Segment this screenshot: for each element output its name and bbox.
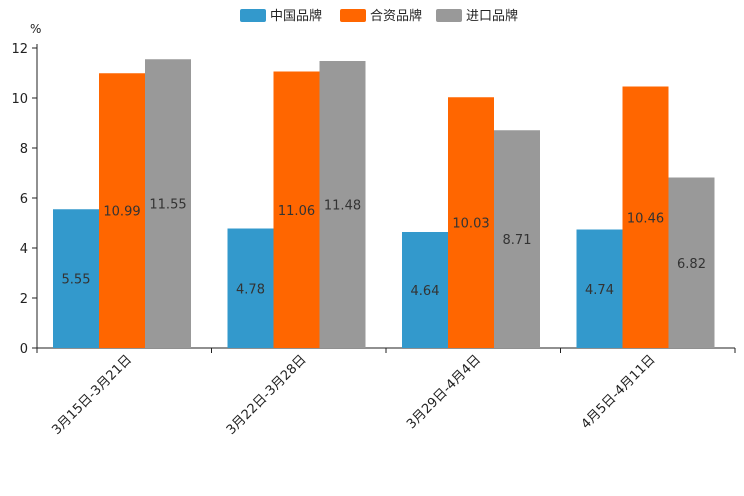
legend-swatch [436, 9, 462, 22]
y-tick-label: 8 [20, 142, 28, 157]
bar [622, 86, 669, 348]
legend-label: 中国品牌 [270, 8, 322, 24]
y-tick-label: 10 [11, 92, 28, 107]
bar-data-label: 5.55 [62, 273, 91, 288]
bar-data-label: 4.78 [236, 282, 265, 297]
bar-data-label: 4.74 [585, 283, 614, 298]
bar-data-label: 10.03 [452, 217, 489, 232]
x-tick-label: 4月5日-4月11日 [579, 352, 659, 432]
bar [227, 228, 274, 348]
x-tick-label: 3月29日-4月4日 [404, 352, 484, 432]
bar [145, 59, 191, 348]
y-axis-unit-label: % [30, 22, 41, 36]
bar [319, 61, 366, 348]
bar [448, 97, 494, 348]
legend: 中国品牌 合资品牌 进口品牌 [240, 8, 518, 24]
bar [668, 177, 715, 348]
bar [99, 73, 145, 348]
bar-data-label: 10.46 [627, 211, 664, 226]
bar [53, 209, 99, 348]
bar-data-label: 4.64 [411, 284, 440, 299]
bar [576, 229, 623, 348]
y-tick-label: 4 [20, 242, 28, 257]
bar-data-label: 11.48 [324, 199, 361, 214]
bar [494, 130, 540, 348]
y-tick-label: 0 [20, 342, 28, 357]
x-axis: 3月15日-3月21日 3月22日-3月28日 3月29日-4月4日 4月5日-4月1… [36, 347, 736, 438]
legend-swatch [240, 9, 266, 22]
y-tick-label: 12 [11, 42, 28, 57]
legend-swatch [340, 9, 366, 22]
bars [53, 59, 715, 348]
bar-data-label: 8.71 [503, 233, 532, 248]
legend-label: 合资品牌 [370, 8, 422, 24]
bar-data-label: 6.82 [677, 257, 706, 272]
x-tick-label: 3月22日-3月28日 [224, 352, 310, 438]
bar-data-label: 10.99 [103, 205, 140, 220]
legend-label: 进口品牌 [466, 8, 518, 24]
bar-data-label: 11.55 [149, 198, 186, 213]
x-tick-label: 3月15日-3月21日 [49, 352, 135, 438]
data-labels: 5.55 10.99 11.55 4.78 11.06 11.48 4.64 10.03 8.7… [62, 198, 706, 299]
y-tick-label: 2 [20, 292, 28, 307]
y-tick-label: 6 [20, 192, 28, 207]
bar-data-label: 11.06 [278, 204, 315, 219]
y-axis: 0 2 4 6 8 10 12 [11, 42, 38, 357]
bar [402, 232, 448, 348]
bar [273, 71, 320, 348]
